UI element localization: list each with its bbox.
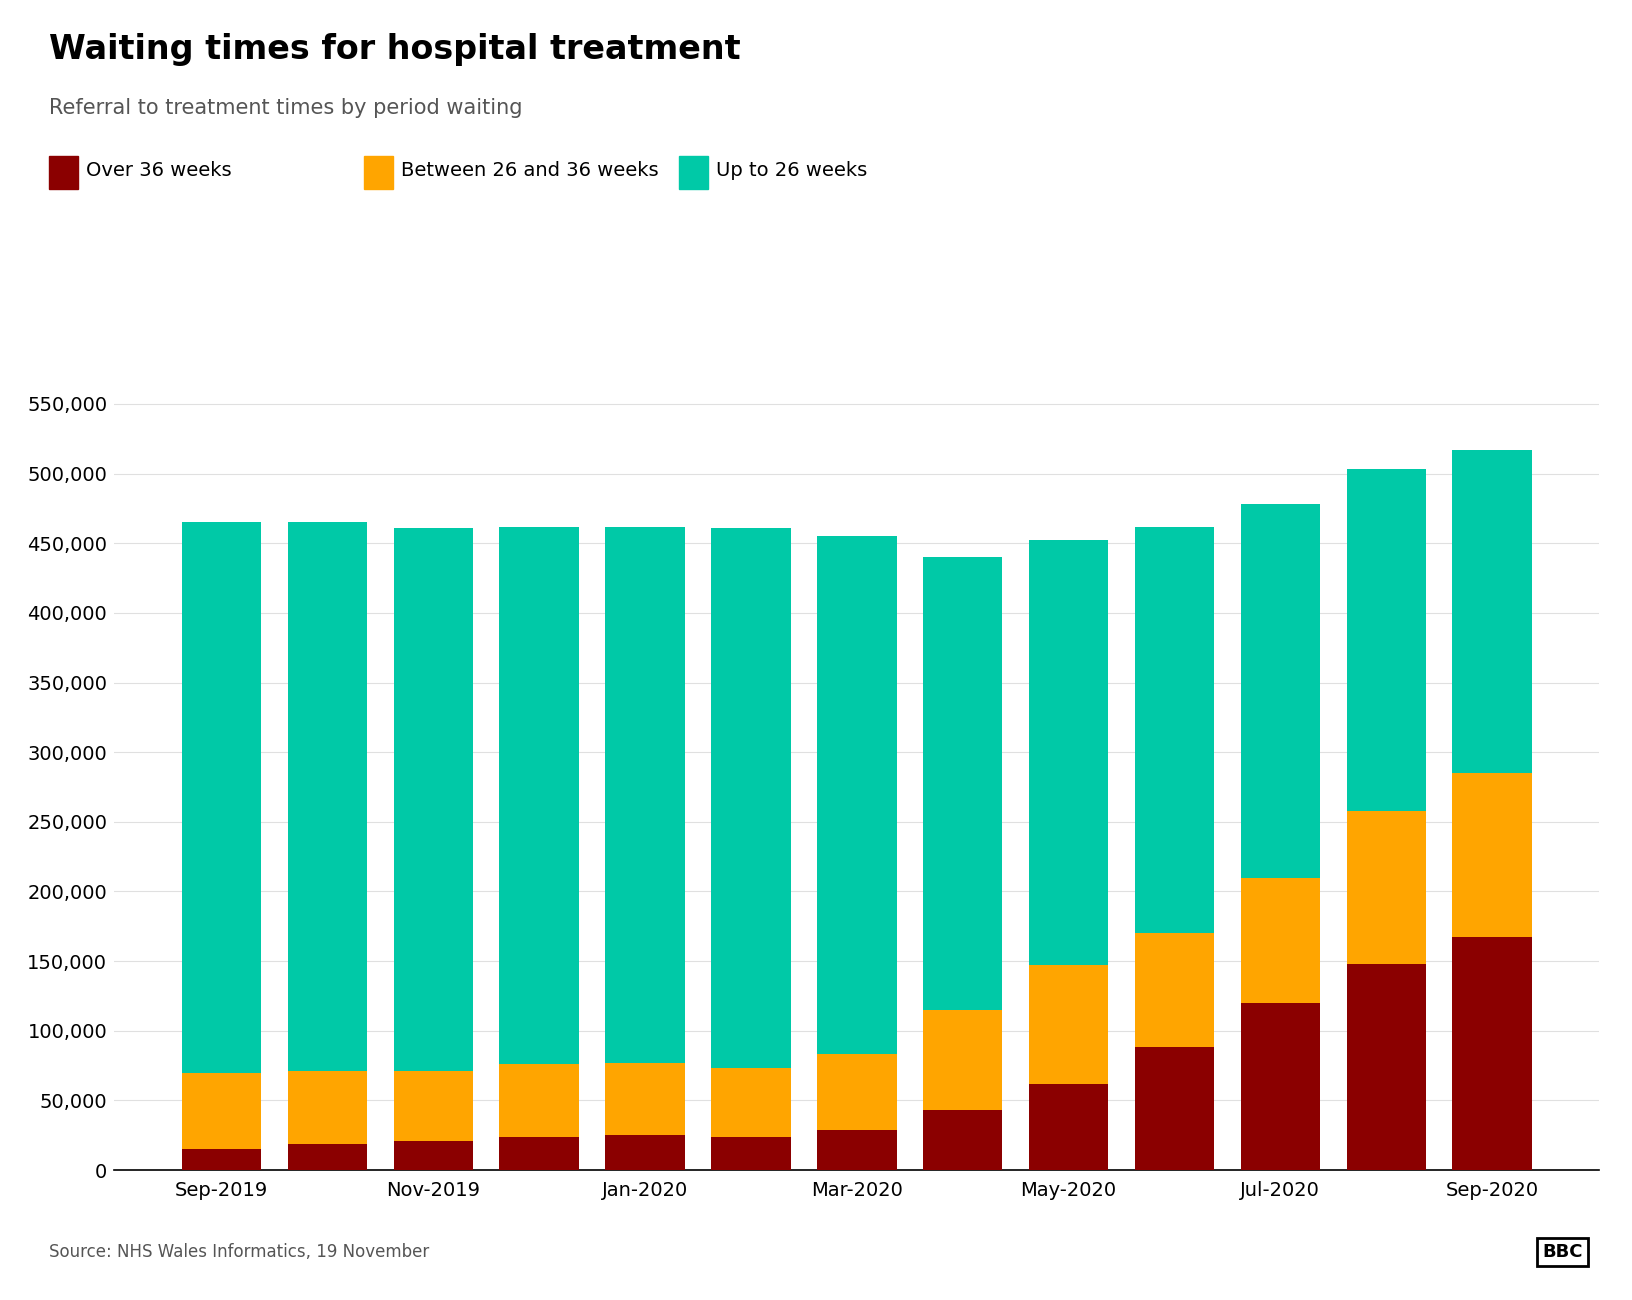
Bar: [924, 1010, 1002, 1110]
Bar: [1134, 933, 1214, 1048]
Bar: [605, 526, 685, 1063]
Bar: [1240, 878, 1320, 1002]
Bar: [605, 1063, 685, 1135]
Bar: [1240, 504, 1320, 878]
Bar: [499, 1065, 579, 1136]
Text: Over 36 weeks: Over 36 weeks: [86, 161, 232, 179]
Text: Between 26 and 36 weeks: Between 26 and 36 weeks: [401, 161, 659, 179]
Bar: [1028, 541, 1108, 965]
Text: BBC: BBC: [1542, 1243, 1583, 1261]
Bar: [712, 528, 790, 1069]
Bar: [287, 1071, 367, 1144]
Bar: [1346, 469, 1426, 811]
Text: Referral to treatment times by period waiting: Referral to treatment times by period wa…: [49, 98, 522, 117]
Bar: [181, 1149, 261, 1170]
Bar: [605, 1135, 685, 1170]
Bar: [1452, 774, 1532, 937]
Bar: [1346, 811, 1426, 963]
Bar: [499, 526, 579, 1065]
Bar: [393, 528, 473, 1071]
Bar: [1346, 963, 1426, 1170]
Bar: [924, 1110, 1002, 1170]
Bar: [924, 558, 1002, 1010]
Bar: [287, 1144, 367, 1170]
Bar: [712, 1136, 790, 1170]
Bar: [818, 1130, 896, 1170]
Bar: [393, 1071, 473, 1141]
Bar: [1028, 965, 1108, 1084]
Bar: [499, 1136, 579, 1170]
Text: Source: NHS Wales Informatics, 19 November: Source: NHS Wales Informatics, 19 Novemb…: [49, 1243, 429, 1261]
Bar: [1452, 450, 1532, 774]
Bar: [1028, 1084, 1108, 1170]
Bar: [712, 1069, 790, 1136]
Bar: [1134, 1048, 1214, 1170]
Text: Up to 26 weeks: Up to 26 weeks: [716, 161, 868, 179]
Bar: [818, 1054, 896, 1130]
Bar: [1452, 937, 1532, 1170]
Bar: [287, 523, 367, 1071]
Bar: [393, 1141, 473, 1170]
Text: Waiting times for hospital treatment: Waiting times for hospital treatment: [49, 32, 741, 65]
Bar: [1240, 1002, 1320, 1170]
Bar: [181, 523, 261, 1072]
Bar: [818, 536, 896, 1054]
Bar: [1134, 526, 1214, 933]
Bar: [181, 1072, 261, 1149]
